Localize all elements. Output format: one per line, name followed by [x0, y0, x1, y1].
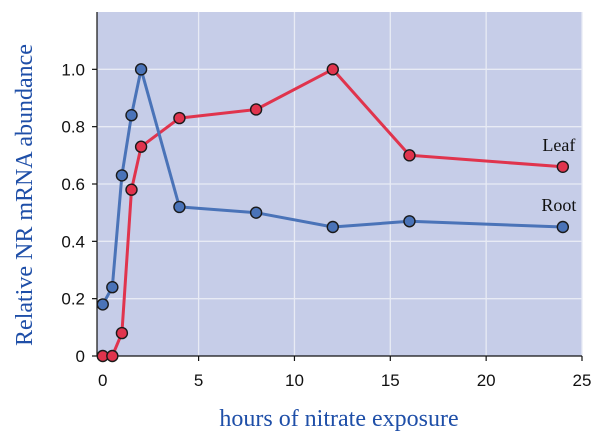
- data-point-root: [134, 63, 148, 76]
- x-tick-label: 5: [194, 371, 203, 390]
- data-point-leaf: [134, 140, 148, 153]
- x-tick-label: 20: [477, 371, 496, 390]
- y-axis-title: Relative NR mRNA abundance: [12, 44, 38, 346]
- data-point-root: [96, 298, 109, 311]
- x-tick-label: 10: [285, 371, 304, 390]
- series-leaf: Leaf: [96, 63, 575, 363]
- y-axis-ticks: 0 0.2 0.4 0.6 0.8 1.0: [61, 60, 97, 366]
- x-tick-label: 0: [98, 371, 107, 390]
- x-tick-label: 15: [381, 371, 400, 390]
- y-tick-label: 1.0: [61, 60, 85, 79]
- y-tick-label: 0.6: [61, 175, 85, 194]
- data-point-leaf: [115, 326, 129, 340]
- data-point-root: [115, 169, 129, 182]
- x-axis-ticks: 0 5 10 15 20 25: [98, 356, 591, 390]
- y-tick-label: 0.4: [61, 232, 85, 251]
- x-tick-label: 25: [573, 371, 592, 390]
- series-label-root: Root: [541, 195, 576, 215]
- series-group: Leaf Root: [96, 63, 576, 363]
- data-point-root: [326, 220, 339, 234]
- data-point-root: [125, 108, 138, 122]
- series-label-leaf: Leaf: [542, 135, 575, 155]
- x-axis-title: hours of nitrate exposure: [219, 406, 458, 432]
- data-point-root: [403, 215, 416, 228]
- data-point-root: [556, 220, 570, 234]
- data-point-leaf: [326, 63, 339, 76]
- series-root: Root: [96, 63, 576, 311]
- y-tick-label: 0.8: [61, 118, 85, 137]
- series-line-leaf: [102, 67, 563, 358]
- grid-lines: [97, 12, 583, 356]
- y-tick-label: 0: [76, 347, 85, 366]
- data-point-root: [173, 200, 186, 214]
- data-point-leaf: [403, 149, 416, 162]
- series-line-root: [101, 67, 563, 306]
- data-point-root: [249, 206, 263, 219]
- data-point-leaf: [125, 183, 138, 196]
- data-point-leaf: [106, 349, 119, 363]
- data-point-leaf: [556, 160, 570, 174]
- data-point-root: [106, 281, 119, 294]
- data-point-leaf: [173, 111, 186, 125]
- y-tick-label: 0.2: [61, 290, 85, 309]
- data-point-leaf: [249, 103, 263, 116]
